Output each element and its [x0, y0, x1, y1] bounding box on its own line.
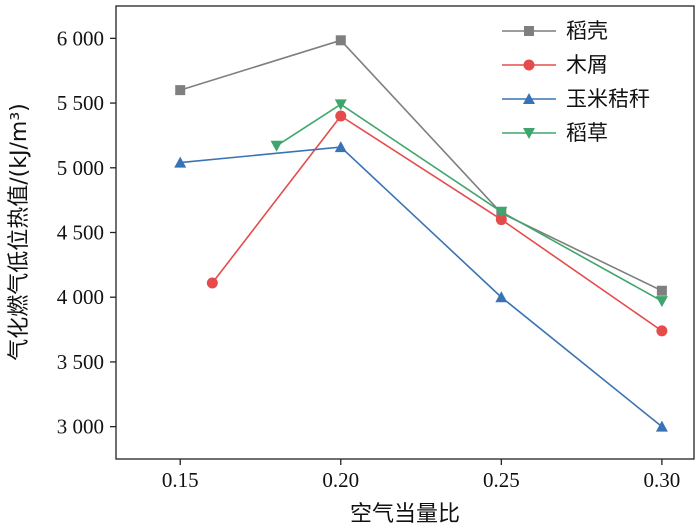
legend-marker	[523, 93, 535, 104]
series-line	[211, 114, 663, 332]
data-point	[656, 325, 668, 337]
series-line	[276, 103, 663, 302]
y-tick-label: 3 000	[57, 415, 104, 439]
data-point	[335, 35, 346, 46]
series-line	[179, 39, 663, 292]
y-axis-label: 气化燃气低位热值/(kJ/m³)	[7, 103, 32, 360]
series-triangle-down	[270, 99, 668, 308]
legend-marker	[523, 59, 535, 71]
data-point	[334, 99, 347, 111]
data-point	[174, 156, 187, 168]
series-line	[180, 146, 663, 428]
legend-label: 玉米秸秆	[566, 87, 650, 111]
data-point	[335, 110, 347, 122]
y-tick-label: 4 500	[57, 221, 104, 245]
data-point	[656, 285, 667, 296]
y-tick-label: 5 500	[57, 91, 104, 115]
data-point	[334, 141, 347, 153]
data-point	[495, 206, 508, 218]
y-tick-label: 5 000	[57, 156, 104, 180]
data-point	[270, 140, 283, 152]
x-tick-label: 0.20	[322, 468, 359, 492]
data-point	[175, 85, 186, 96]
x-tick-label: 0.25	[483, 468, 520, 492]
legend-entry: 玉米秸秆	[502, 87, 650, 111]
data-point	[495, 214, 507, 226]
data-point	[655, 296, 668, 308]
legend-label: 稻壳	[566, 19, 608, 43]
series-triangle-up	[174, 141, 668, 432]
y-tick-label: 6 000	[57, 26, 104, 50]
data-point	[495, 291, 508, 303]
legend-marker	[524, 26, 534, 36]
x-axis-label: 空气当量比	[350, 502, 460, 527]
legend-label: 木屑	[566, 53, 608, 77]
data-point	[206, 277, 218, 289]
series-circle	[206, 110, 668, 337]
legend-entry: 稻壳	[502, 19, 608, 43]
y-tick-label: 3 500	[57, 350, 104, 374]
legend-label: 稻草	[566, 121, 608, 145]
data-point	[655, 420, 668, 432]
x-tick-label: 0.30	[644, 468, 681, 492]
x-tick-label: 0.15	[162, 468, 199, 492]
axes: 0.15 0.20 0.25 0.30 3 000 3 500 4 000 4 500 5 00…	[57, 5, 695, 492]
legend-marker	[523, 128, 535, 139]
legend-entry: 稻草	[502, 121, 608, 145]
legend-entry: 木屑	[502, 53, 608, 77]
plot-area	[174, 35, 668, 432]
y-tick-label: 4 000	[57, 285, 104, 309]
